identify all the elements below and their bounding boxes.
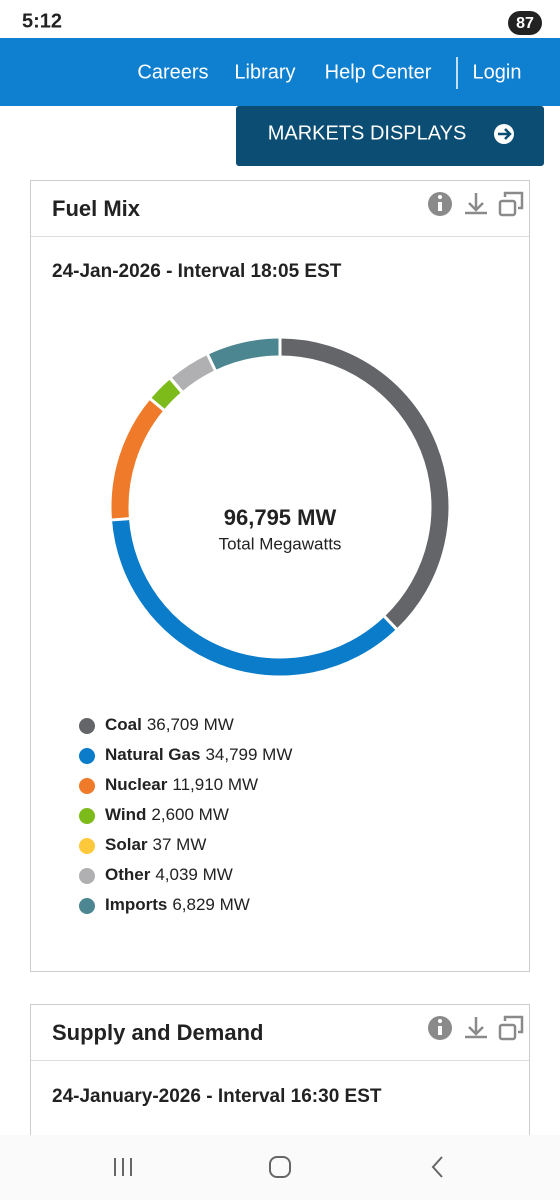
nav-link[interactable]: Help Center (325, 61, 432, 83)
legend-value: 2,600 MW (151, 805, 228, 824)
donut-segment (207, 338, 281, 371)
legend-entry: Nuclear 11,910 MW (105, 775, 258, 794)
fuel-mix-card (30, 180, 530, 972)
card-title: Supply and Demand (52, 1020, 263, 1045)
legend-dot (79, 838, 95, 854)
legend-entry: Solar 37 MW (105, 835, 206, 854)
legend: Coal 36,709 MW Natural Gas 34,799 MW Nuclear… (79, 715, 292, 914)
legend-value: 34,799 MW (205, 745, 292, 764)
battery-level: 87 (516, 15, 534, 32)
nav-link[interactable]: Careers (137, 61, 208, 83)
system-nav (0, 1135, 560, 1200)
segment-gap (108, 516, 133, 522)
legend-name: Solar (105, 835, 148, 854)
legend-value: 36,709 MW (147, 715, 234, 734)
legend-value: 11,910 MW (172, 775, 258, 794)
back-button[interactable] (431, 1156, 443, 1178)
legend-name: Other (105, 865, 151, 884)
legend-value: 6,829 MW (172, 895, 249, 914)
legend-entry: Natural Gas 34,799 MW (105, 745, 292, 764)
markets-button-label[interactable]: MARKETS DISPLAYS (268, 122, 467, 144)
segment-gap (204, 350, 218, 374)
legend-name: Imports (105, 895, 167, 914)
donut-segment (111, 518, 397, 676)
donut-segment (111, 399, 164, 520)
legend-dot (79, 808, 95, 824)
segment-gap (381, 613, 400, 633)
donut-segment (279, 338, 449, 629)
legend-dot (79, 898, 95, 914)
legend-value: 37 MW (153, 835, 207, 854)
home-button[interactable] (269, 1156, 291, 1178)
segment-gap (167, 374, 186, 396)
nav-bar (0, 38, 560, 106)
legend-name: Wind (105, 805, 146, 824)
total-value: 96,795 MW (224, 505, 337, 530)
donut-chart (108, 335, 449, 676)
legend-dot (79, 748, 95, 764)
markets-button[interactable] (236, 106, 544, 166)
legend-dot (79, 868, 95, 884)
legend-dot (79, 718, 95, 734)
arrow-glyph (498, 128, 512, 140)
card-icons[interactable] (428, 1015, 524, 1041)
legend-name: Natural Gas (105, 745, 200, 764)
login-link[interactable]: Login (473, 61, 522, 83)
nav-link[interactable]: Library (234, 61, 295, 83)
total-caption: Total Megawatts (219, 534, 342, 553)
legend-name: Nuclear (105, 775, 168, 794)
legend-value: 4,039 MW (155, 865, 232, 884)
legend-name: Coal (105, 715, 142, 734)
legend-entry: Imports 6,829 MW (105, 895, 250, 914)
status-time: 5:12 (22, 10, 62, 32)
segment-gap (146, 395, 168, 414)
card-subtitle: 24-January-2026 - Interval 16:30 EST (52, 1086, 382, 1107)
battery-badge (508, 11, 542, 35)
legend-entry: Coal 36,709 MW (105, 715, 234, 734)
legend-entry: Other 4,039 MW (105, 865, 233, 884)
card-subtitle: 24-Jan-2026 - Interval 18:05 EST (52, 261, 342, 282)
legend-entry: Wind 2,600 MW (105, 805, 229, 824)
card-icons[interactable] (428, 191, 524, 217)
recents-button[interactable] (114, 1158, 132, 1176)
card-title: Fuel Mix (52, 196, 141, 221)
legend-dot (79, 778, 95, 794)
